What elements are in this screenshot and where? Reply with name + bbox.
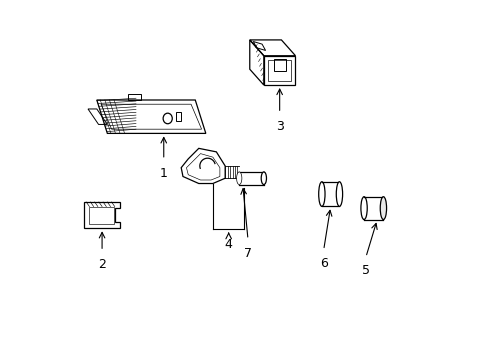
Ellipse shape	[318, 182, 325, 206]
Text: 3: 3	[275, 120, 283, 133]
Ellipse shape	[380, 197, 386, 220]
Text: 5: 5	[361, 264, 369, 278]
Ellipse shape	[360, 197, 366, 220]
Text: 7: 7	[244, 247, 251, 260]
Text: 6: 6	[319, 257, 327, 270]
Text: 4: 4	[224, 238, 232, 251]
Ellipse shape	[236, 172, 242, 185]
Text: 2: 2	[98, 258, 106, 271]
Ellipse shape	[336, 182, 342, 206]
Text: 1: 1	[160, 167, 167, 180]
Ellipse shape	[261, 172, 266, 185]
